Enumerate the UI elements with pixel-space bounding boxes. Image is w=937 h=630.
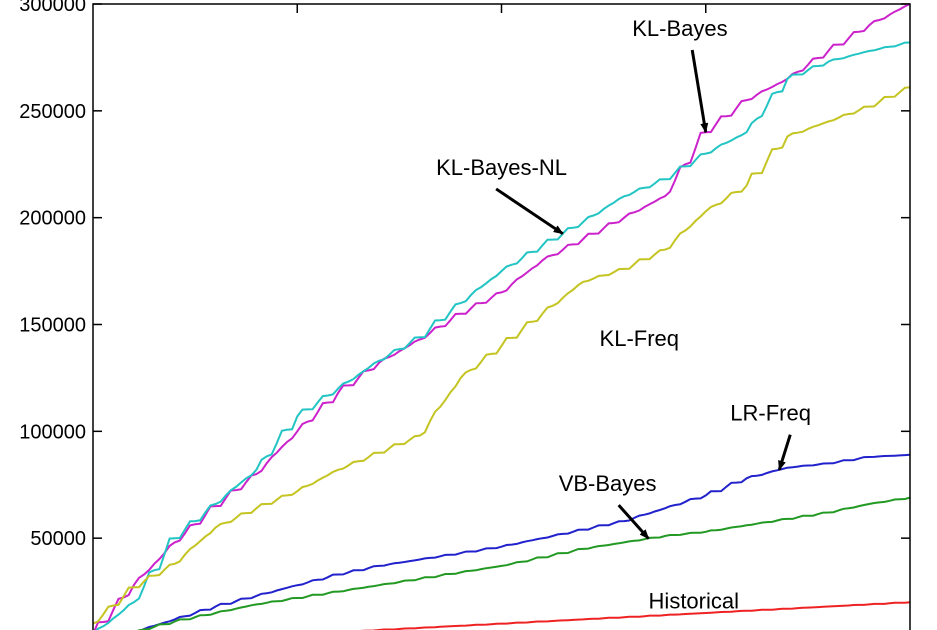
y-tick-label: 100000 xyxy=(19,421,86,443)
series-lines xyxy=(92,3,911,630)
annotation-arrow xyxy=(495,187,564,235)
annotation-label: KL-Bayes xyxy=(632,16,727,41)
annotation-label: KL-Bayes-NL xyxy=(436,155,567,180)
series-line-historical xyxy=(359,601,911,630)
series-line-kl-freq xyxy=(92,86,911,625)
series-line-vb-bayes xyxy=(136,496,911,630)
annotation-label: LR-Freq xyxy=(730,401,811,426)
series-line-lr-freq xyxy=(139,453,911,630)
annotation-arrow xyxy=(690,49,709,134)
series-line-kl-bayes-nl xyxy=(95,41,911,630)
y-tick-label: 200000 xyxy=(19,208,86,230)
annotation-label: KL-Freq xyxy=(600,326,679,351)
annotation-label: Historical xyxy=(649,589,739,614)
y-tick-label: 250000 xyxy=(19,101,86,123)
annotation-arrow xyxy=(617,504,650,540)
annotation-label: VB-Bayes xyxy=(559,471,657,496)
series-line-kl-bayes xyxy=(93,3,911,630)
plot-frame xyxy=(92,3,911,630)
y-axis-ticks: 50000 100000 150000 200000 250000 300000 xyxy=(19,0,910,550)
y-tick-label: 150000 xyxy=(19,315,86,337)
annotations: KL-Bayes KL-Bayes-NL KL-Freq LR-Freq VB-Baye… xyxy=(436,16,811,614)
y-tick-label: 50000 xyxy=(30,528,86,550)
annotation-arrow xyxy=(777,434,792,471)
y-tick-label: 300000 xyxy=(19,0,86,16)
